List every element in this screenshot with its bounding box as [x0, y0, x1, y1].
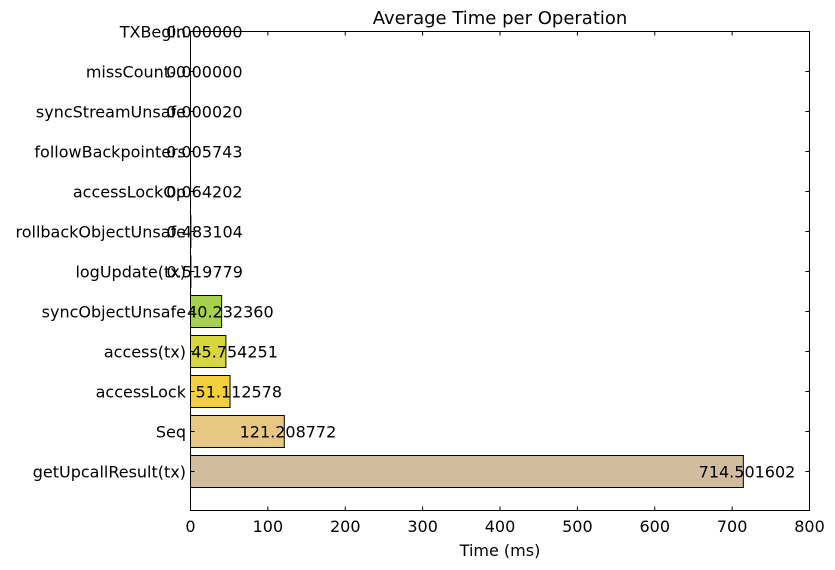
value-label: 51.112578 — [196, 383, 283, 402]
value-label: 0.000020 — [166, 103, 242, 122]
value-label: 121.208772 — [240, 423, 337, 442]
value-label: 714.501602 — [699, 463, 796, 482]
category-tick-label: followBackpointers — [34, 143, 186, 162]
bar — [190, 295, 223, 328]
category-labels-layer: TXBegin missCount-0 syncStreamUnsafe follow… — [15, 23, 186, 482]
value-label: 0.064202 — [166, 183, 242, 202]
x-tick-label: 200 — [330, 517, 361, 536]
x-tick-label: 300 — [407, 517, 438, 536]
x-tick-label: 400 — [485, 517, 516, 536]
bar — [190, 455, 744, 488]
category-tick-label: rollbackObjectUnsafe — [15, 223, 186, 242]
category-tick-label: getUpcallResult(tx) — [33, 463, 186, 482]
x-axis-label: Time (ms) — [459, 541, 541, 560]
value-label: 0.483104 — [167, 223, 243, 242]
x-tick-label: 0 — [185, 517, 195, 536]
category-tick-label: syncObjectUnsafe — [42, 303, 186, 322]
category-tick-label: accessLockOp — [73, 183, 186, 202]
category-tick-label: logUpdate(tx) — [75, 263, 186, 282]
category-tick-label: access(tx) — [104, 343, 186, 362]
value-label: 40.232360 — [187, 303, 274, 322]
x-tick-label: 500 — [562, 517, 593, 536]
x-tick-label: 700 — [717, 517, 748, 536]
bar — [190, 335, 227, 368]
value-label: 0.005743 — [166, 143, 242, 162]
x-tick-label: 600 — [639, 517, 670, 536]
value-label: 0.000000 — [166, 63, 242, 82]
y-ticks-layer — [190, 31, 810, 472]
category-tick-label: TXBegin — [119, 23, 186, 42]
chart-title: Average Time per Operation — [373, 8, 628, 29]
category-tick-label: missCount-0 — [86, 63, 186, 82]
x-tick-label: 100 — [253, 517, 284, 536]
value-label: 0.519779 — [167, 263, 243, 282]
value-labels-layer: 0.0000000.0000000.0000200.0057430.064202… — [166, 23, 795, 482]
bars-layer — [190, 95, 744, 488]
x-ticks-layer: 0 100 200 300 400 500 600 700 800 — [185, 31, 825, 536]
category-tick-label: syncStreamUnsafe — [36, 103, 186, 122]
x-tick-label: 800 — [794, 517, 825, 536]
category-tick-label: Seq — [156, 423, 186, 442]
value-label: 45.754251 — [191, 343, 278, 362]
category-tick-label: accessLock — [96, 383, 187, 402]
